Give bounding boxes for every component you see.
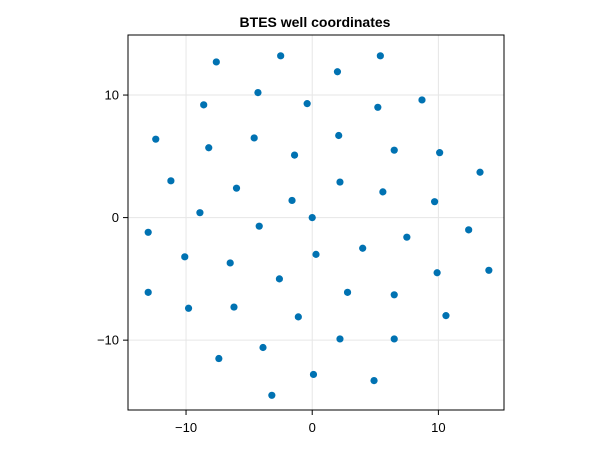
data-point	[442, 312, 450, 320]
plot-frame	[127, 34, 505, 411]
data-point	[403, 233, 411, 241]
data-point	[431, 198, 439, 206]
data-point	[303, 100, 311, 108]
data-point	[226, 259, 234, 267]
data-point	[433, 269, 441, 277]
y-tick-label: 10	[105, 88, 119, 103]
data-point	[275, 275, 284, 283]
data-point	[418, 96, 426, 104]
data-point	[294, 313, 302, 321]
data-point	[205, 144, 213, 152]
data-point	[259, 343, 267, 352]
data-point	[196, 209, 204, 217]
axis-ticks: −10 0 10 −10 0 10	[97, 88, 446, 435]
y-tick-label: 0	[112, 210, 119, 225]
data-point	[390, 291, 398, 299]
x-tick-label: −10	[175, 420, 197, 435]
data-point	[476, 168, 484, 176]
data-point	[181, 253, 189, 261]
x-tick-label: 0	[309, 420, 316, 435]
data-point	[232, 184, 241, 192]
data-point	[465, 226, 473, 234]
data-point	[308, 213, 316, 222]
data-point	[215, 354, 223, 363]
data-point	[152, 135, 160, 143]
data-point	[255, 222, 263, 230]
data-point	[184, 304, 193, 312]
data-point	[277, 52, 285, 60]
data-point	[436, 149, 444, 157]
data-point	[335, 131, 343, 140]
data-point	[333, 68, 342, 76]
data-point	[230, 303, 238, 311]
data-point	[390, 146, 398, 154]
chart-title: BTES well coordinates	[240, 14, 391, 30]
data-point	[288, 196, 296, 205]
data-point	[254, 88, 262, 97]
data-point	[336, 178, 344, 186]
data-point	[212, 58, 220, 66]
data-point	[485, 266, 493, 274]
data-point	[309, 370, 318, 379]
data-point	[374, 103, 382, 111]
data-point	[359, 244, 367, 252]
grid-lines	[128, 35, 504, 410]
data-point	[167, 177, 175, 185]
data-point	[312, 250, 320, 258]
data-point	[336, 335, 344, 343]
data-point	[390, 335, 398, 343]
data-point	[379, 188, 387, 196]
y-tick-label: −10	[97, 333, 119, 348]
data-point	[370, 376, 378, 385]
data-point	[250, 134, 258, 142]
data-point	[144, 228, 152, 236]
data-point	[376, 52, 384, 60]
data-point	[200, 101, 208, 109]
data-points	[144, 52, 493, 399]
data-point	[290, 151, 299, 159]
data-point	[343, 288, 352, 296]
x-tick-label: 10	[431, 420, 445, 435]
data-point	[144, 288, 152, 296]
data-point	[268, 391, 276, 399]
